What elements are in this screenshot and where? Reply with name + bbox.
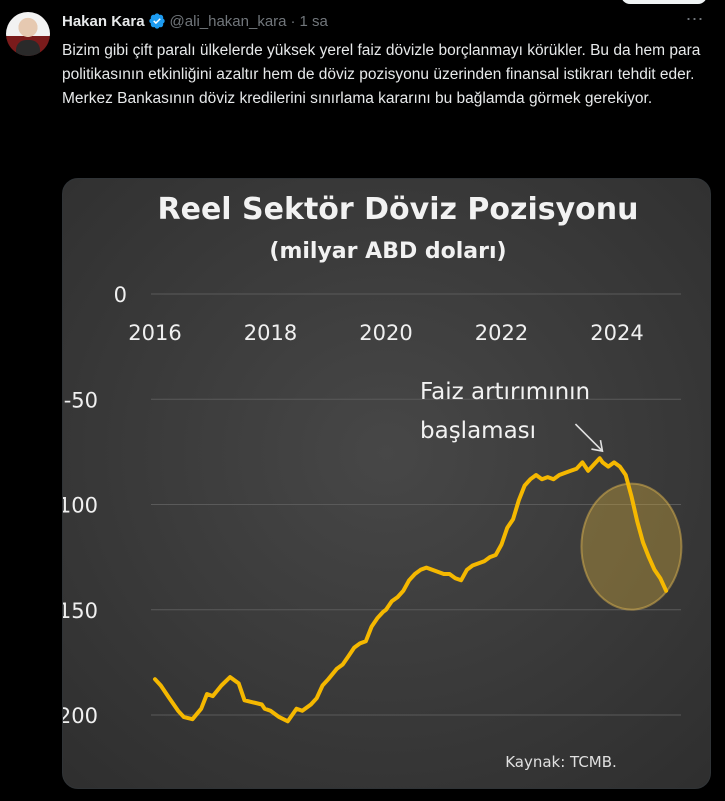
more-horizontal-icon[interactable]: ⋯ — [685, 9, 705, 29]
annotation-text: Faiz artırımının — [420, 379, 590, 405]
y-tick-label: -100 — [63, 494, 98, 518]
x-tick-label: 2016 — [128, 321, 181, 345]
annotation-arrow — [574, 423, 603, 451]
series-line — [153, 456, 669, 724]
verified-badge-icon — [148, 13, 165, 29]
tweet-text: Bizim gibi çift paralı ülkelerde yüksek … — [62, 39, 712, 111]
highlight-circle — [580, 482, 683, 611]
header-separator: · — [290, 12, 296, 30]
author-name[interactable]: Hakan Kara — [62, 12, 145, 30]
tweet-header: Hakan Kara @ali_hakan_kara · 1 sa — [62, 11, 328, 31]
source-note: Kaynak: TCMB. — [505, 753, 617, 771]
y-tick-label: -200 — [63, 704, 98, 728]
chart-subtitle: (milyar ABD doları) — [269, 239, 506, 264]
x-tick-label: 2024 — [590, 321, 643, 345]
previous-tweet-remnant — [0, 0, 725, 8]
annotation-arrowhead — [591, 439, 604, 453]
follow-button-fragment[interactable] — [621, 0, 707, 4]
avatar[interactable] — [6, 12, 50, 56]
x-tick-label: 2018 — [244, 321, 297, 345]
x-tick-label: 2020 — [359, 321, 412, 345]
line-chart: Reel Sektör Döviz Pozisyonu (milyar ABD … — [63, 179, 710, 788]
annotation-text: başlaması — [420, 418, 536, 444]
author-handle[interactable]: @ali_hakan_kara — [169, 12, 287, 30]
y-tick-label: -50 — [64, 388, 98, 412]
tweet-timestamp[interactable]: 1 sa — [299, 12, 328, 30]
y-tick-label: -150 — [63, 599, 98, 623]
chart-image[interactable]: Reel Sektör Döviz Pozisyonu (milyar ABD … — [62, 178, 711, 789]
x-tick-label: 2022 — [475, 321, 528, 345]
tweet-paragraph: Merkez Bankasının döviz kredilerini sını… — [62, 90, 653, 107]
chart-title: Reel Sektör Döviz Pozisyonu — [158, 192, 639, 227]
y-tick-label: 0 — [114, 283, 127, 307]
tweet-paragraph: Bizim gibi çift paralı ülkelerde yüksek … — [62, 42, 701, 83]
